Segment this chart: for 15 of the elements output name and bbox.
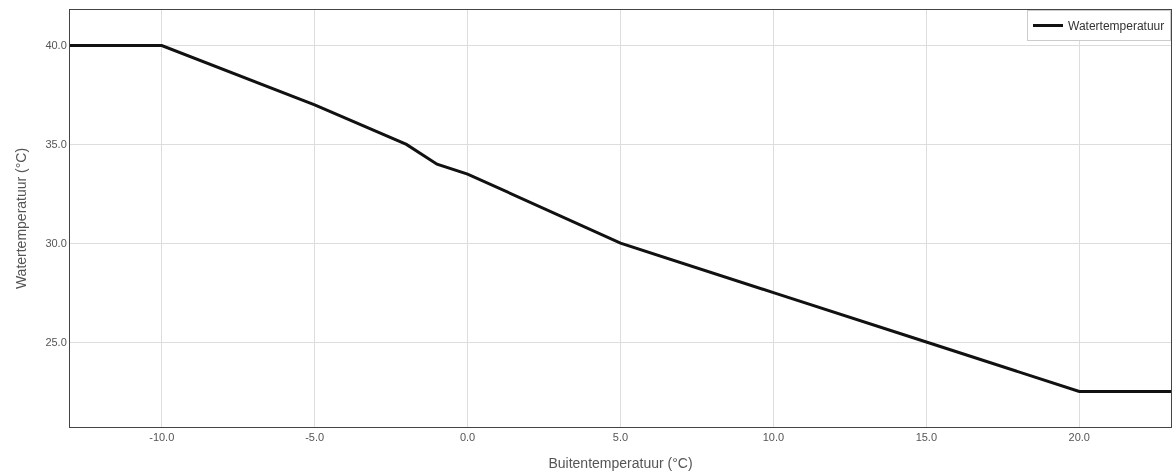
x-tick-label: 10.0 — [762, 431, 785, 444]
x-axis-title: Buitentemperatuur (°C) — [548, 454, 693, 471]
y-tick-label: 30.0 — [45, 237, 67, 250]
x-tick-label: 5.0 — [612, 431, 629, 444]
x-tick-label: 20.0 — [1068, 431, 1090, 444]
x-tick-label: -10.0 — [149, 431, 175, 444]
x-tick-label: -5.0 — [305, 431, 325, 444]
y-tick-label: 25.0 — [45, 335, 67, 348]
y-axis-title: Watertemperatuur (°C) — [12, 147, 29, 290]
legend-label: Watertemperatuur — [1068, 19, 1165, 34]
line-series — [70, 44, 1171, 393]
y-tick-label: 35.0 — [45, 138, 67, 151]
y-tick-label: 40.0 — [45, 39, 67, 52]
x-tick-label: 0.0 — [459, 431, 476, 444]
x-tick-label: 15.0 — [915, 431, 938, 444]
